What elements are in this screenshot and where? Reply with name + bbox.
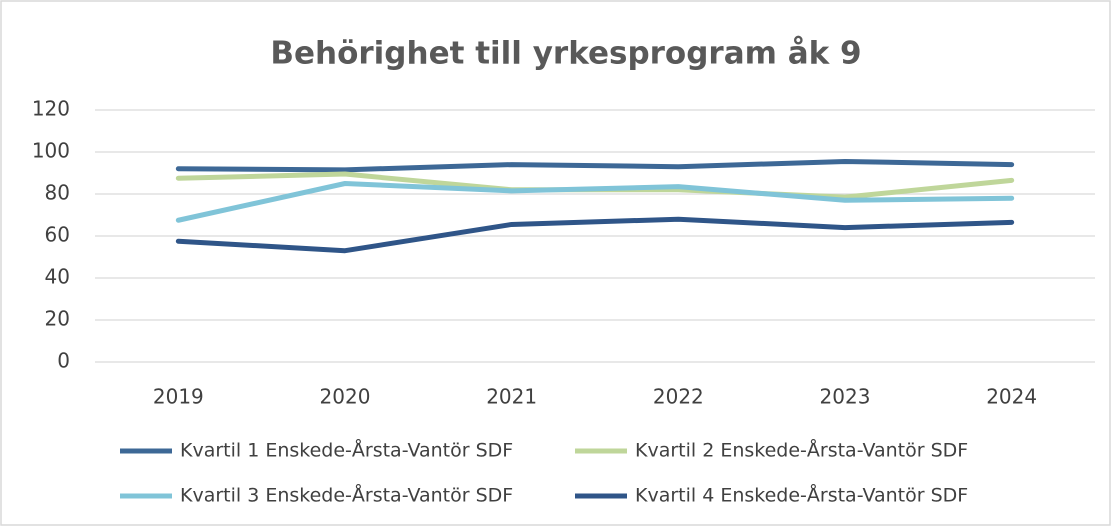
line-series [175,216,1015,254]
y-tick-label: 100 [32,139,70,163]
y-tick-label: 20 [45,307,70,331]
y-tick-label: 80 [45,181,70,205]
chart-title: Behörighet till yrkesprogram åk 9 [270,36,861,72]
legend-label: Kvartil 4 Enskede-Årsta-Vantör SDF [635,484,968,507]
x-tick-label: 2023 [820,385,871,409]
y-tick-label: 40 [45,265,70,289]
y-tick-label: 60 [45,223,70,247]
line-series [175,181,1015,223]
line-series [175,158,1015,173]
x-tick-label: 2024 [986,385,1037,409]
x-tick-label: 2022 [653,385,704,409]
legend-label: Kvartil 3 Enskede-Årsta-Vantör SDF [180,484,513,507]
x-tick-label: 2021 [486,385,537,409]
x-tick-label: 2020 [320,385,371,409]
y-tick-label: 0 [57,349,70,373]
legend-label: Kvartil 1 Enskede-Årsta-Vantör SDF [180,439,513,462]
y-tick-label: 120 [32,97,70,121]
x-tick-label: 2019 [153,385,204,409]
legend-label: Kvartil 2 Enskede-Årsta-Vantör SDF [635,439,968,462]
